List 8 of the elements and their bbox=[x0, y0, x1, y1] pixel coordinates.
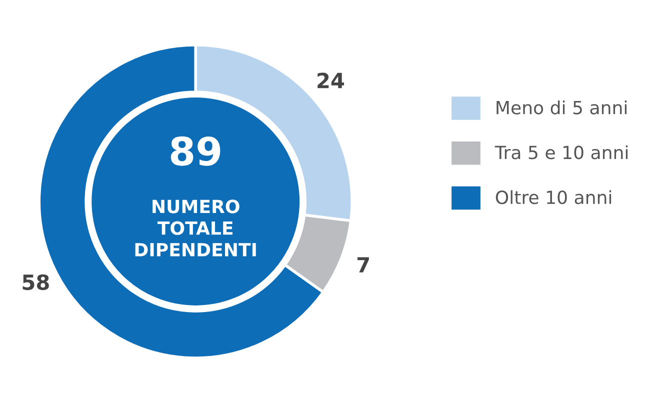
text: NUMERO TOTALE DIPENDENTI bbox=[135, 200, 256, 256]
legend-label: Oltre 10 anni bbox=[496, 190, 612, 204]
data-label: 58 bbox=[22, 274, 49, 290]
legend-label: Tra 5 e 10 anni bbox=[494, 145, 628, 160]
legend-label: Meno di 5 anni bbox=[496, 100, 627, 114]
data-label: 24 bbox=[318, 72, 344, 88]
data-label: 7 bbox=[357, 257, 369, 272]
text: 89 bbox=[170, 136, 220, 166]
